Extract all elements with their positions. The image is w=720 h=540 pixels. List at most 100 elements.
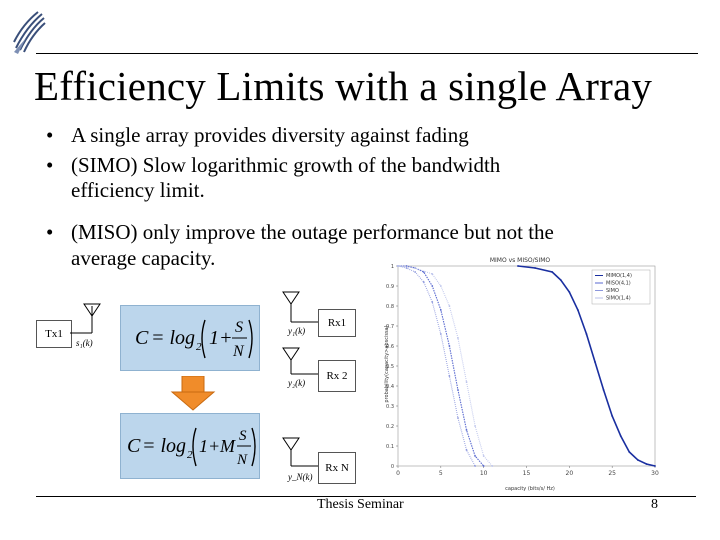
data-point [457, 417, 459, 419]
data-point [517, 265, 519, 267]
bullet-text: A single array provides diversity agains… [71, 123, 469, 147]
data-point [577, 309, 579, 311]
chart-ylabel: probability(capacity>abscissa) [384, 325, 390, 402]
bullet-marker: • [46, 123, 54, 147]
bullet-text: average capacity. [71, 246, 216, 270]
rx-antennas-icon [282, 291, 318, 467]
capacity-chart: MIMO vs MISO/SIMO probability(capacity>a… [384, 257, 659, 492]
data-point [405, 267, 408, 269]
data-point [397, 265, 399, 267]
y-tick-label: 0.5 [386, 364, 394, 370]
arrow-down-icon [170, 376, 216, 411]
data-point [551, 271, 554, 273]
series-line-3 [397, 265, 476, 467]
svg-text:C: C [127, 435, 141, 457]
data-point [474, 455, 476, 457]
data-point [559, 279, 562, 281]
data-point [474, 425, 476, 427]
top-divider [36, 53, 698, 54]
data-point [465, 381, 468, 383]
data-point [448, 375, 451, 377]
data-point [439, 285, 442, 287]
data-point [431, 273, 434, 275]
data-point [457, 337, 459, 339]
rxn-signal-label: y_N(k) [288, 472, 313, 482]
slide-title: Efficiency Limits with a single Array [34, 63, 653, 109]
data-point [457, 389, 459, 391]
legend-label: MIMO(1,4) [606, 273, 632, 279]
svg-text:S: S [239, 428, 247, 444]
svg-text:1+: 1+ [209, 327, 233, 349]
page-number: 8 [651, 497, 658, 512]
formula-simo: C = log 2 1+ M S N [120, 413, 260, 479]
svg-text:S: S [235, 319, 243, 336]
data-point [482, 465, 485, 467]
data-point [474, 465, 476, 467]
data-point [448, 305, 451, 307]
data-point [491, 465, 494, 467]
data-point [414, 267, 417, 269]
x-tick-label: 0 [396, 470, 400, 477]
y-tick-label: 0.1 [386, 444, 394, 450]
y-tick-label: 0.3 [386, 404, 394, 410]
y-tick-label: 0.6 [386, 344, 394, 350]
legend-label: MISO(4,1) [606, 281, 631, 287]
data-point [568, 291, 571, 293]
svg-text:N: N [232, 343, 245, 360]
data-point [431, 285, 434, 287]
rx1-signal-label: y₁(k) [288, 326, 306, 336]
data-point [465, 449, 468, 451]
chart-title: MIMO vs MISO/SIMO [490, 257, 551, 264]
svg-text:= log: = log [142, 435, 186, 457]
bottom-divider [36, 496, 696, 497]
x-tick-label: 30 [651, 470, 659, 477]
data-point [414, 271, 417, 273]
x-tick-label: 20 [566, 470, 574, 477]
series-line-4 [397, 265, 493, 467]
tx1-box: Tx1 [36, 320, 72, 348]
svg-text:C: C [135, 327, 149, 349]
y-tick-label: 1 [391, 264, 394, 270]
rxn-box: Rx N [318, 452, 356, 484]
data-point [439, 333, 442, 335]
legend-label: SIMO(1,4) [606, 296, 631, 302]
svg-text:1+: 1+ [199, 436, 220, 456]
data-point [439, 309, 442, 311]
formula-siso: C = log 2 1+ S N [120, 305, 260, 371]
y-tick-label: 0.2 [386, 424, 394, 430]
data-point [645, 463, 648, 465]
data-point [619, 435, 622, 437]
formula-simo-render: C = log 2 1+ M S N [127, 427, 256, 468]
data-point [594, 361, 596, 363]
data-point [465, 429, 468, 431]
x-tick-label: 15 [523, 470, 531, 477]
data-point [534, 267, 536, 269]
bullet-marker: • [46, 153, 54, 177]
data-point [431, 301, 434, 303]
legend-label: SIMO [606, 288, 619, 294]
svg-text:M: M [219, 436, 236, 456]
svg-text:N: N [236, 452, 248, 468]
rx1-box: Rx1 [318, 309, 356, 337]
y-tick-label: 0.7 [386, 324, 394, 330]
data-point [422, 271, 425, 273]
bullet-text: efficiency limit. [71, 178, 205, 202]
svg-text:2: 2 [196, 341, 202, 353]
tx-signal-label: s₁(k) [76, 338, 93, 348]
x-tick-label: 25 [608, 470, 616, 477]
x-tick-label: 10 [480, 470, 488, 477]
data-point [585, 333, 588, 335]
rx2-box: Rx 2 [318, 360, 356, 392]
svg-text:= log: = log [151, 327, 195, 349]
footer-title: Thesis Seminar [317, 497, 404, 512]
y-tick-label: 0.4 [386, 384, 394, 390]
data-point [628, 451, 631, 453]
tx-antenna-icon [70, 303, 101, 334]
data-point [611, 415, 614, 417]
logo-icon [13, 11, 46, 54]
y-tick-label: 0.8 [386, 304, 394, 310]
rx2-signal-label: y₂(k) [288, 378, 306, 388]
y-tick-label: 0 [391, 464, 394, 470]
data-point [636, 459, 639, 461]
bullet-marker: • [46, 220, 54, 244]
